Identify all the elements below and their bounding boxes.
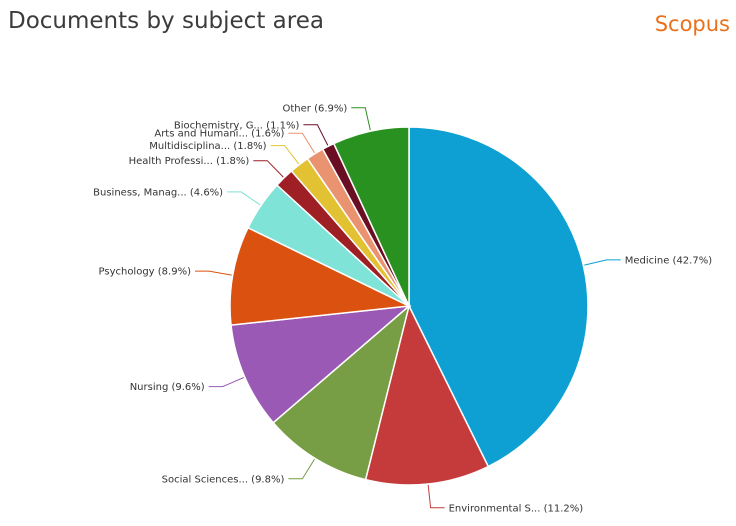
leader-line-health-professi <box>253 160 284 178</box>
pie-slice-other[interactable] <box>332 126 410 307</box>
slice-label-multidisciplina: Multidisciplina... (1.8%) <box>149 141 266 152</box>
slice-label-psychology: Psychology (8.9%) <box>99 267 192 278</box>
leader-line-environmental-s <box>427 484 445 509</box>
pie-slice-medicine[interactable] <box>408 126 589 468</box>
pie-slices <box>229 126 589 486</box>
slice-label-medicine: Medicine (42.7%) <box>625 255 713 266</box>
slice-label-social-sciences: Social Sciences... (9.8%) <box>162 474 285 485</box>
slice-label-business-manag: Business, Manag... (4.6%) <box>93 187 223 198</box>
leader-line-social-sciences <box>288 458 315 480</box>
slice-label-other: Other (6.9%) <box>283 103 348 114</box>
label-leader-lines <box>195 107 621 509</box>
pie-slice-nursing[interactable] <box>230 304 412 424</box>
leader-line-nursing <box>208 377 244 388</box>
pie-slice-psychology[interactable] <box>229 226 412 326</box>
slice-label-nursing: Nursing (9.6%) <box>130 382 205 393</box>
leader-line-psychology <box>195 270 232 276</box>
leader-line-medicine <box>584 259 621 266</box>
leader-line-multidisciplina <box>270 145 300 165</box>
leader-line-business-manag <box>227 191 261 206</box>
pie-slice-environmental-s[interactable] <box>364 303 490 486</box>
pie-slice-social-sciences[interactable] <box>272 303 411 481</box>
slice-label-environmental-s: Environmental S... (11.2%) <box>449 503 584 514</box>
slice-label-arts-and-humani: Arts and Humani... (1.6%) <box>154 129 284 140</box>
leader-line-other <box>351 107 371 131</box>
slice-label-biochemistry-g: Biochemistry, G... (1.1%) <box>174 120 300 131</box>
leader-line-biochemistry-g <box>303 124 329 146</box>
slice-label-health-professi: Health Professi... (1.8%) <box>129 156 250 167</box>
chart-title: Documents by subject area <box>8 8 324 34</box>
slice-labels: Medicine (42.7%) Environmental S... (11.2… <box>93 103 712 514</box>
scopus-brand: Scopus <box>654 12 730 36</box>
leader-line-arts-and-humani <box>288 132 315 154</box>
